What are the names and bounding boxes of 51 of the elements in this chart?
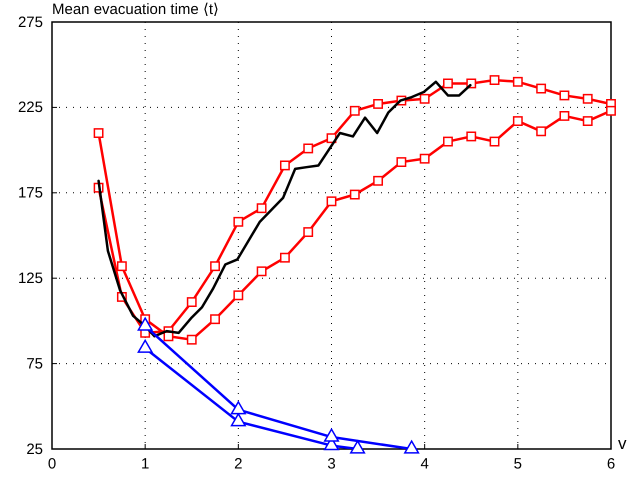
x-tick-label: 4	[420, 456, 429, 473]
y-tick-label: 225	[18, 99, 43, 116]
x-tick-label: 3	[327, 456, 336, 473]
x-tick-label: 1	[140, 456, 150, 473]
x-tick-label: 5	[514, 456, 522, 473]
y-tick-label: 175	[18, 184, 43, 202]
point	[94, 128, 104, 138]
point	[512, 76, 523, 87]
point	[373, 176, 384, 186]
point	[420, 94, 430, 104]
point	[233, 216, 244, 227]
point	[116, 261, 127, 272]
point	[350, 190, 360, 200]
point	[280, 252, 290, 263]
point	[210, 261, 220, 272]
x-tick-label: 2	[234, 456, 243, 473]
point	[326, 196, 336, 206]
point	[443, 78, 453, 88]
point	[373, 99, 384, 109]
point	[559, 111, 570, 121]
point	[233, 290, 244, 300]
y-tick-label: 75	[26, 355, 43, 372]
point	[536, 84, 546, 94]
x-axis-title: v	[618, 434, 627, 453]
point	[303, 143, 314, 154]
y-tick-label: 25	[26, 440, 43, 458]
point	[210, 314, 220, 324]
point	[420, 154, 430, 164]
point	[582, 94, 593, 104]
point	[186, 334, 197, 345]
point	[582, 116, 593, 126]
point	[256, 203, 267, 214]
point	[186, 297, 197, 308]
point	[256, 266, 267, 276]
point	[396, 157, 406, 167]
x-tick-label: 0	[48, 456, 56, 473]
point	[280, 160, 290, 170]
y-axis-title: Mean evacuation time ⟨t⟩	[52, 1, 220, 18]
point	[606, 106, 616, 116]
x-tick-label: 6	[606, 456, 616, 473]
point	[490, 136, 500, 146]
point	[490, 75, 500, 86]
point	[350, 106, 360, 116]
y-tick-label: 125	[18, 270, 43, 287]
y-tick-label: 275	[18, 14, 43, 31]
point	[536, 126, 546, 136]
point	[559, 90, 570, 100]
point	[512, 116, 523, 126]
point	[443, 136, 453, 146]
point	[466, 132, 476, 142]
point	[303, 227, 314, 238]
